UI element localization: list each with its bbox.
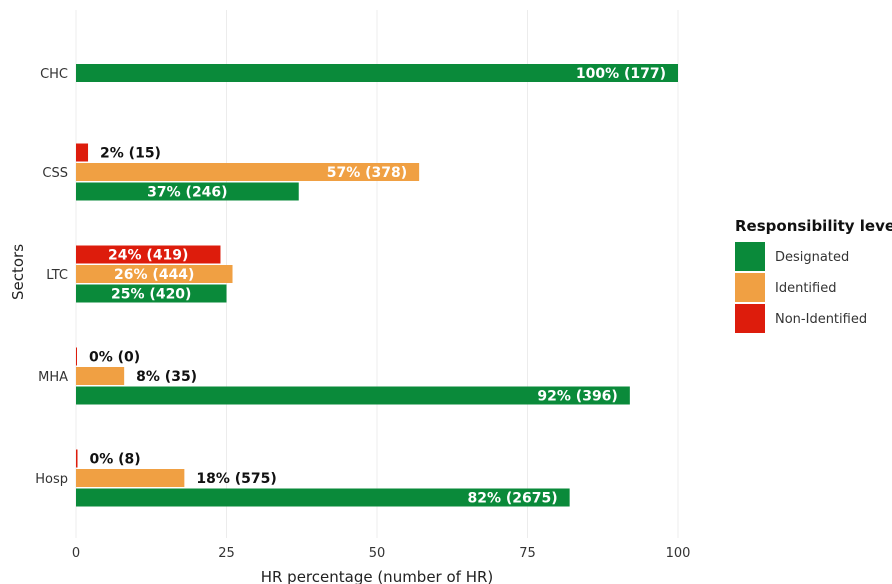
legend-swatch-designated	[735, 242, 765, 271]
bar-label-hosp-non-identified: 0% (8)	[90, 452, 141, 468]
x-axis-title: HR percentage (number of HR)	[261, 568, 494, 584]
category-label-hosp: Hosp	[35, 472, 68, 487]
category-labels: CHC CSS LTC MHA Hosp	[35, 67, 68, 487]
bar-hosp-identified	[76, 469, 185, 487]
bar-label-css-identified: 57% (378)	[327, 165, 407, 181]
y-axis-title: Sectors	[9, 244, 27, 300]
category-label-chc: CHC	[40, 67, 68, 82]
bar-label-mha-designated: 92% (396)	[537, 389, 617, 405]
legend: Responsibility level Designated Identifie…	[735, 217, 892, 333]
bar-css-designated	[76, 182, 299, 201]
x-tick-labels: 0 25 50 75 100	[72, 546, 691, 561]
bar-ltc-designated	[76, 284, 227, 303]
legend-title: Responsibility level	[735, 217, 892, 235]
bar-css-non-identified	[76, 143, 89, 162]
category-label-ltc: LTC	[46, 268, 68, 283]
bar-label-mha-identified: 8% (35)	[136, 369, 197, 385]
bar-hosp-designated	[76, 488, 570, 507]
bar-hosp-non-identified	[76, 449, 78, 468]
bar-label-ltc-designated: 25% (420)	[111, 287, 191, 303]
x-tick-25: 25	[218, 546, 235, 561]
x-tick-100: 100	[666, 546, 691, 561]
bar-label-hosp-identified: 18% (575)	[196, 471, 276, 487]
legend-label-designated: Designated	[775, 250, 849, 265]
bar-ltc-non-identified	[76, 245, 221, 264]
bar-label-css-non-identified: 2% (15)	[100, 146, 161, 162]
x-tick-75: 75	[519, 546, 536, 561]
bar-label-css-designated: 37% (246)	[147, 185, 227, 201]
x-tick-50: 50	[369, 546, 386, 561]
bar-label-mha-non-identified: 0% (0)	[89, 350, 140, 366]
category-label-mha: MHA	[38, 370, 68, 385]
bar-css-identified	[76, 163, 420, 181]
bars-group: 100% (177) 2% (15) 57% (378) 37% (246) 24% (…	[76, 64, 678, 507]
legend-swatch-identified	[735, 273, 765, 302]
bar-label-ltc-non-identified: 24% (419)	[108, 248, 188, 264]
legend-label-non-identified: Non-Identified	[775, 312, 867, 327]
bar-chc-designated	[76, 64, 678, 82]
category-label-css: CSS	[42, 166, 68, 181]
x-tick-0: 0	[72, 546, 80, 561]
bar-mha-non-identified	[76, 347, 77, 366]
legend-label-identified: Identified	[775, 281, 836, 296]
bar-ltc-identified	[76, 265, 233, 283]
bar-mha-identified	[76, 367, 125, 385]
bar-label-hosp-designated: 82% (2675)	[467, 491, 557, 507]
bar-mha-designated	[76, 386, 630, 405]
bar-label-ltc-identified: 26% (444)	[114, 267, 194, 283]
bar-label-chc-designated: 100% (177)	[576, 66, 666, 82]
legend-swatch-non-identified	[735, 304, 765, 333]
